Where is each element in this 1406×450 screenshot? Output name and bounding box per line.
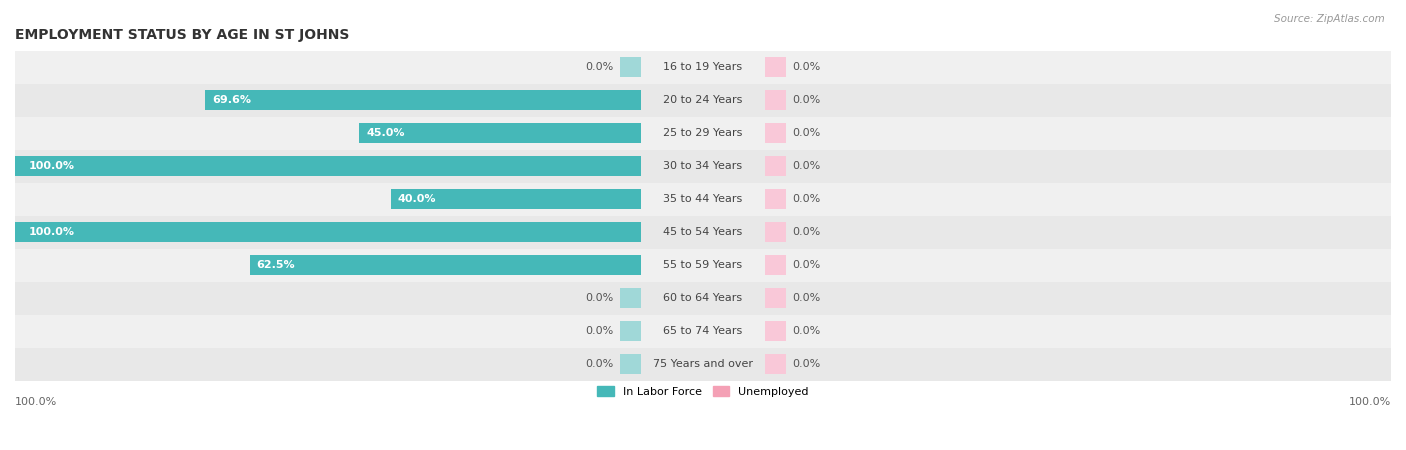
Bar xyxy=(391,189,641,209)
Text: 0.0%: 0.0% xyxy=(585,326,613,336)
Text: 0.0%: 0.0% xyxy=(585,359,613,369)
Text: EMPLOYMENT STATUS BY AGE IN ST JOHNS: EMPLOYMENT STATUS BY AGE IN ST JOHNS xyxy=(15,28,349,42)
Bar xyxy=(15,222,641,242)
Bar xyxy=(620,57,641,77)
Bar xyxy=(15,150,1391,183)
Text: 60 to 64 Years: 60 to 64 Years xyxy=(664,293,742,303)
Text: 100.0%: 100.0% xyxy=(28,161,75,171)
Bar xyxy=(765,90,786,110)
Text: 0.0%: 0.0% xyxy=(793,95,821,105)
Bar xyxy=(205,90,641,110)
Bar xyxy=(620,354,641,374)
Bar xyxy=(15,282,1391,315)
Text: 0.0%: 0.0% xyxy=(793,293,821,303)
Text: 0.0%: 0.0% xyxy=(793,260,821,270)
Bar xyxy=(15,249,1391,282)
Text: 55 to 59 Years: 55 to 59 Years xyxy=(664,260,742,270)
Bar xyxy=(15,183,1391,216)
Bar xyxy=(765,222,786,242)
Bar xyxy=(15,156,641,176)
Bar xyxy=(360,123,641,143)
Bar xyxy=(765,57,786,77)
Text: 20 to 24 Years: 20 to 24 Years xyxy=(664,95,742,105)
Text: 65 to 74 Years: 65 to 74 Years xyxy=(664,326,742,336)
Bar xyxy=(765,321,786,341)
Bar xyxy=(765,354,786,374)
Text: 35 to 44 Years: 35 to 44 Years xyxy=(664,194,742,204)
Bar xyxy=(765,255,786,275)
Bar xyxy=(250,255,641,275)
Text: 100.0%: 100.0% xyxy=(1348,397,1391,407)
Text: 45.0%: 45.0% xyxy=(366,128,405,138)
Text: 0.0%: 0.0% xyxy=(793,62,821,72)
Text: 25 to 29 Years: 25 to 29 Years xyxy=(664,128,742,138)
Bar xyxy=(620,321,641,341)
Text: 30 to 34 Years: 30 to 34 Years xyxy=(664,161,742,171)
Bar xyxy=(15,84,1391,117)
Text: 0.0%: 0.0% xyxy=(793,359,821,369)
Bar xyxy=(15,216,1391,249)
Text: 40.0%: 40.0% xyxy=(398,194,436,204)
Text: 100.0%: 100.0% xyxy=(28,227,75,237)
Text: 16 to 19 Years: 16 to 19 Years xyxy=(664,62,742,72)
Bar xyxy=(620,288,641,308)
Bar xyxy=(765,123,786,143)
Bar xyxy=(15,117,1391,150)
Text: 0.0%: 0.0% xyxy=(793,128,821,138)
Bar xyxy=(15,50,1391,84)
Text: Source: ZipAtlas.com: Source: ZipAtlas.com xyxy=(1274,14,1385,23)
Text: 0.0%: 0.0% xyxy=(585,62,613,72)
Text: 0.0%: 0.0% xyxy=(793,227,821,237)
Legend: In Labor Force, Unemployed: In Labor Force, Unemployed xyxy=(593,382,813,401)
Text: 0.0%: 0.0% xyxy=(585,293,613,303)
Bar xyxy=(765,156,786,176)
Bar xyxy=(765,189,786,209)
Text: 45 to 54 Years: 45 to 54 Years xyxy=(664,227,742,237)
Text: 0.0%: 0.0% xyxy=(793,161,821,171)
Bar xyxy=(15,315,1391,348)
Bar xyxy=(765,288,786,308)
Text: 0.0%: 0.0% xyxy=(793,326,821,336)
Text: 75 Years and over: 75 Years and over xyxy=(652,359,754,369)
Text: 100.0%: 100.0% xyxy=(15,397,58,407)
Text: 62.5%: 62.5% xyxy=(257,260,295,270)
Text: 69.6%: 69.6% xyxy=(212,95,252,105)
Bar xyxy=(15,348,1391,381)
Text: 0.0%: 0.0% xyxy=(793,194,821,204)
